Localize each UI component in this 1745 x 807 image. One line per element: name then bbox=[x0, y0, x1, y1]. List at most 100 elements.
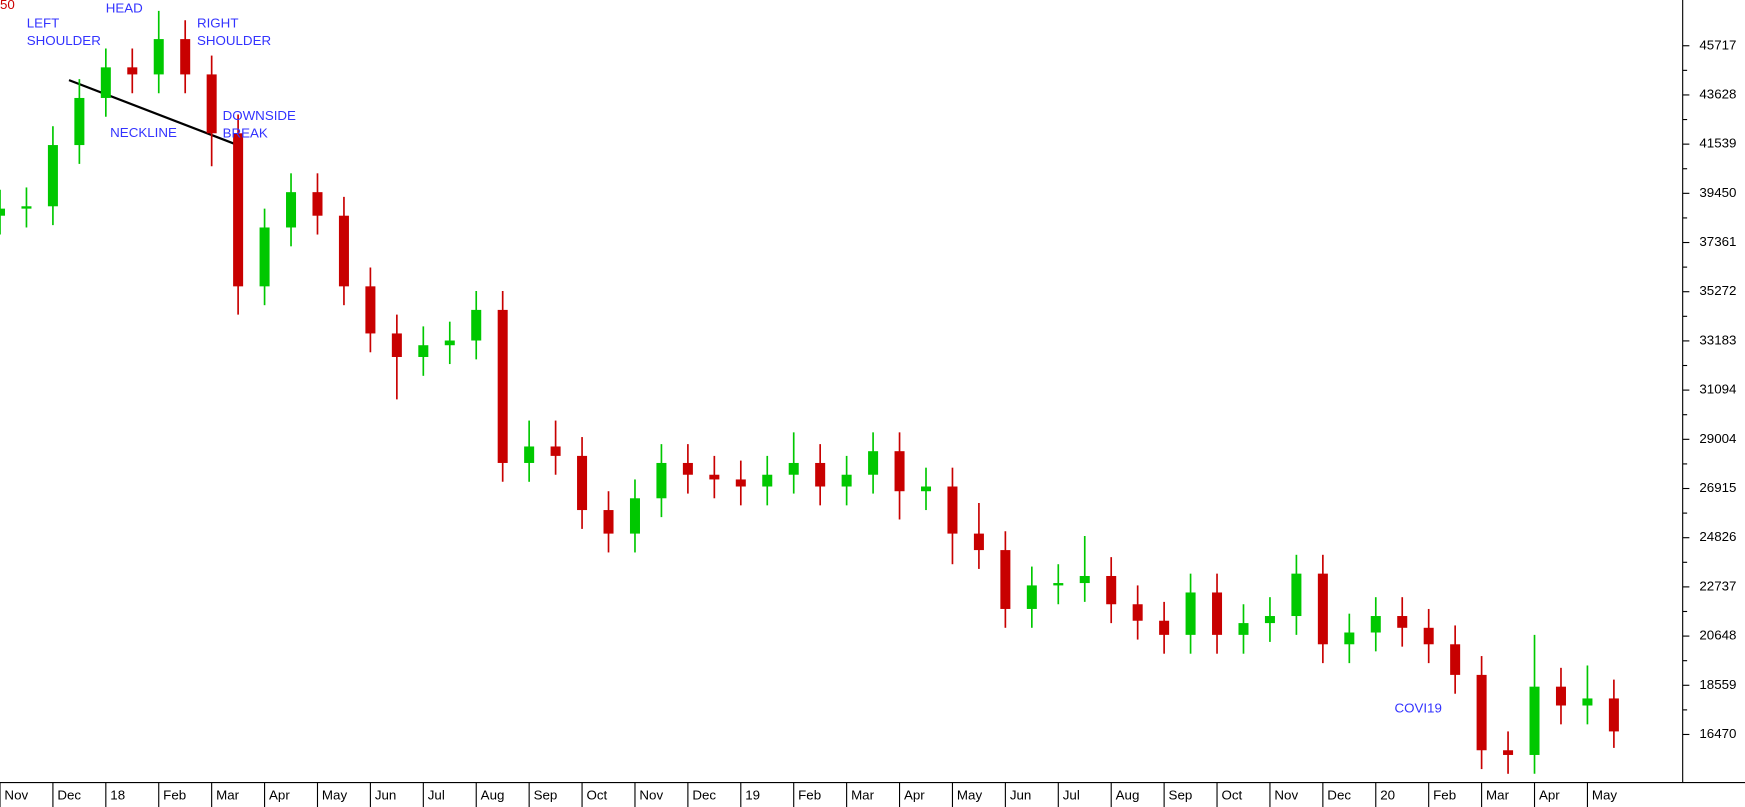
y-tick-label: 31094 bbox=[1699, 382, 1737, 397]
x-tick-label: Feb bbox=[798, 787, 821, 802]
x-tick-label: Dec bbox=[692, 787, 716, 802]
candle-body bbox=[894, 451, 905, 492]
candle-body bbox=[74, 97, 85, 146]
x-tick-label: May bbox=[322, 787, 348, 802]
annotation: LEFT SHOULDER bbox=[27, 15, 102, 48]
candle-body bbox=[0, 208, 6, 216]
candle-body bbox=[629, 498, 640, 534]
y-tick-label: 29004 bbox=[1699, 431, 1737, 446]
candle-body bbox=[233, 133, 244, 287]
candle-body bbox=[682, 462, 693, 475]
y-tick-label: 22737 bbox=[1699, 578, 1736, 593]
x-tick-label: Apr bbox=[904, 787, 925, 802]
x-tick-label: Oct bbox=[587, 787, 608, 802]
x-tick-label: Feb bbox=[1433, 787, 1456, 802]
candle-body bbox=[868, 451, 879, 475]
neckline bbox=[68, 79, 244, 148]
candle-body bbox=[391, 333, 402, 357]
candle-body bbox=[1555, 686, 1566, 706]
x-tick-label: Jul bbox=[1063, 787, 1080, 802]
x-tick-label: Apr bbox=[1539, 787, 1560, 802]
candle-body bbox=[947, 486, 958, 534]
candle-body bbox=[100, 67, 111, 98]
candle-body bbox=[1423, 627, 1434, 645]
x-tick-label: Sep bbox=[1169, 787, 1193, 802]
y-tick-label: 18559 bbox=[1699, 677, 1736, 692]
x-tick-label: 18 bbox=[110, 787, 125, 802]
candle-body bbox=[973, 533, 984, 551]
candle-body bbox=[815, 462, 826, 487]
candle-body bbox=[1079, 575, 1090, 584]
candle-body bbox=[286, 192, 297, 228]
x-tick-label: May bbox=[1592, 787, 1618, 802]
candle-body bbox=[127, 67, 138, 75]
x-tick-label: 19 bbox=[745, 787, 760, 802]
candle-body bbox=[920, 486, 932, 492]
x-tick-label: Feb bbox=[163, 787, 186, 802]
candle-body bbox=[1000, 550, 1011, 609]
x-tick-label: Mar bbox=[216, 787, 240, 802]
candle-body bbox=[550, 446, 561, 456]
annotation: HEAD bbox=[106, 0, 143, 15]
candle-body bbox=[1608, 698, 1619, 732]
x-tick-label: Jul bbox=[428, 787, 445, 802]
candle-body bbox=[1026, 585, 1037, 609]
candle-body bbox=[259, 227, 270, 287]
x-tick-label: Dec bbox=[1327, 787, 1351, 802]
x-tick-label: Sep bbox=[534, 787, 558, 802]
x-tick-label: Nov bbox=[1274, 787, 1298, 802]
candle-body bbox=[1212, 592, 1223, 635]
y-tick-label: 16470 bbox=[1699, 726, 1736, 741]
candle-body bbox=[338, 215, 349, 287]
candle-body bbox=[524, 446, 535, 463]
candle-body bbox=[656, 462, 667, 499]
candle-body bbox=[1397, 616, 1408, 628]
annotation: DOWNSIDE BREAK bbox=[223, 107, 300, 140]
candle-body bbox=[841, 474, 852, 487]
x-tick-label: Nov bbox=[4, 787, 28, 802]
candle-body bbox=[1450, 644, 1461, 675]
x-tick-label: Aug bbox=[481, 787, 505, 802]
x-tick-label: Jun bbox=[1010, 787, 1032, 802]
candle-body bbox=[180, 39, 191, 75]
candle-body bbox=[1529, 686, 1540, 755]
candle-body bbox=[1106, 575, 1117, 605]
candle-body bbox=[471, 309, 482, 341]
candle-body bbox=[153, 39, 164, 75]
candle-body bbox=[1476, 674, 1487, 751]
candle-body bbox=[1317, 573, 1328, 645]
x-tick-label: Mar bbox=[1486, 787, 1510, 802]
y-tick-label: 45717 bbox=[1699, 37, 1736, 52]
x-tick-label: Dec bbox=[57, 787, 81, 802]
y-tick-label: 39450 bbox=[1699, 185, 1736, 200]
x-tick-label: Jun bbox=[375, 787, 397, 802]
candle-body bbox=[735, 479, 746, 487]
x-tick-label: May bbox=[957, 787, 983, 802]
candle-body bbox=[1291, 573, 1302, 617]
candle-body bbox=[1185, 592, 1196, 635]
candle-body bbox=[1370, 616, 1381, 633]
y-tick-label: 41539 bbox=[1699, 136, 1736, 151]
x-tick-label: 20 bbox=[1380, 787, 1395, 802]
y-tick-label: 35272 bbox=[1699, 283, 1736, 298]
candle-body bbox=[1503, 750, 1514, 755]
candle-body bbox=[1238, 623, 1249, 635]
candle-body bbox=[1132, 604, 1143, 621]
candle-body bbox=[444, 340, 455, 346]
candle-body bbox=[762, 474, 773, 487]
y-tick-label: 26915 bbox=[1699, 480, 1736, 495]
candle-body bbox=[365, 286, 376, 334]
candle-body bbox=[1159, 620, 1170, 635]
candle-body bbox=[206, 74, 217, 134]
candle-body bbox=[497, 309, 508, 463]
candle-body bbox=[47, 145, 58, 207]
candle-body bbox=[1264, 616, 1275, 624]
y-tick-label: 20648 bbox=[1699, 628, 1736, 643]
candle-body bbox=[1344, 632, 1355, 645]
x-tick-label: Apr bbox=[269, 787, 290, 802]
y-tick-label: 33183 bbox=[1699, 332, 1736, 347]
candle-body bbox=[312, 192, 323, 216]
candle-body bbox=[788, 462, 799, 475]
candle-body bbox=[603, 510, 614, 534]
